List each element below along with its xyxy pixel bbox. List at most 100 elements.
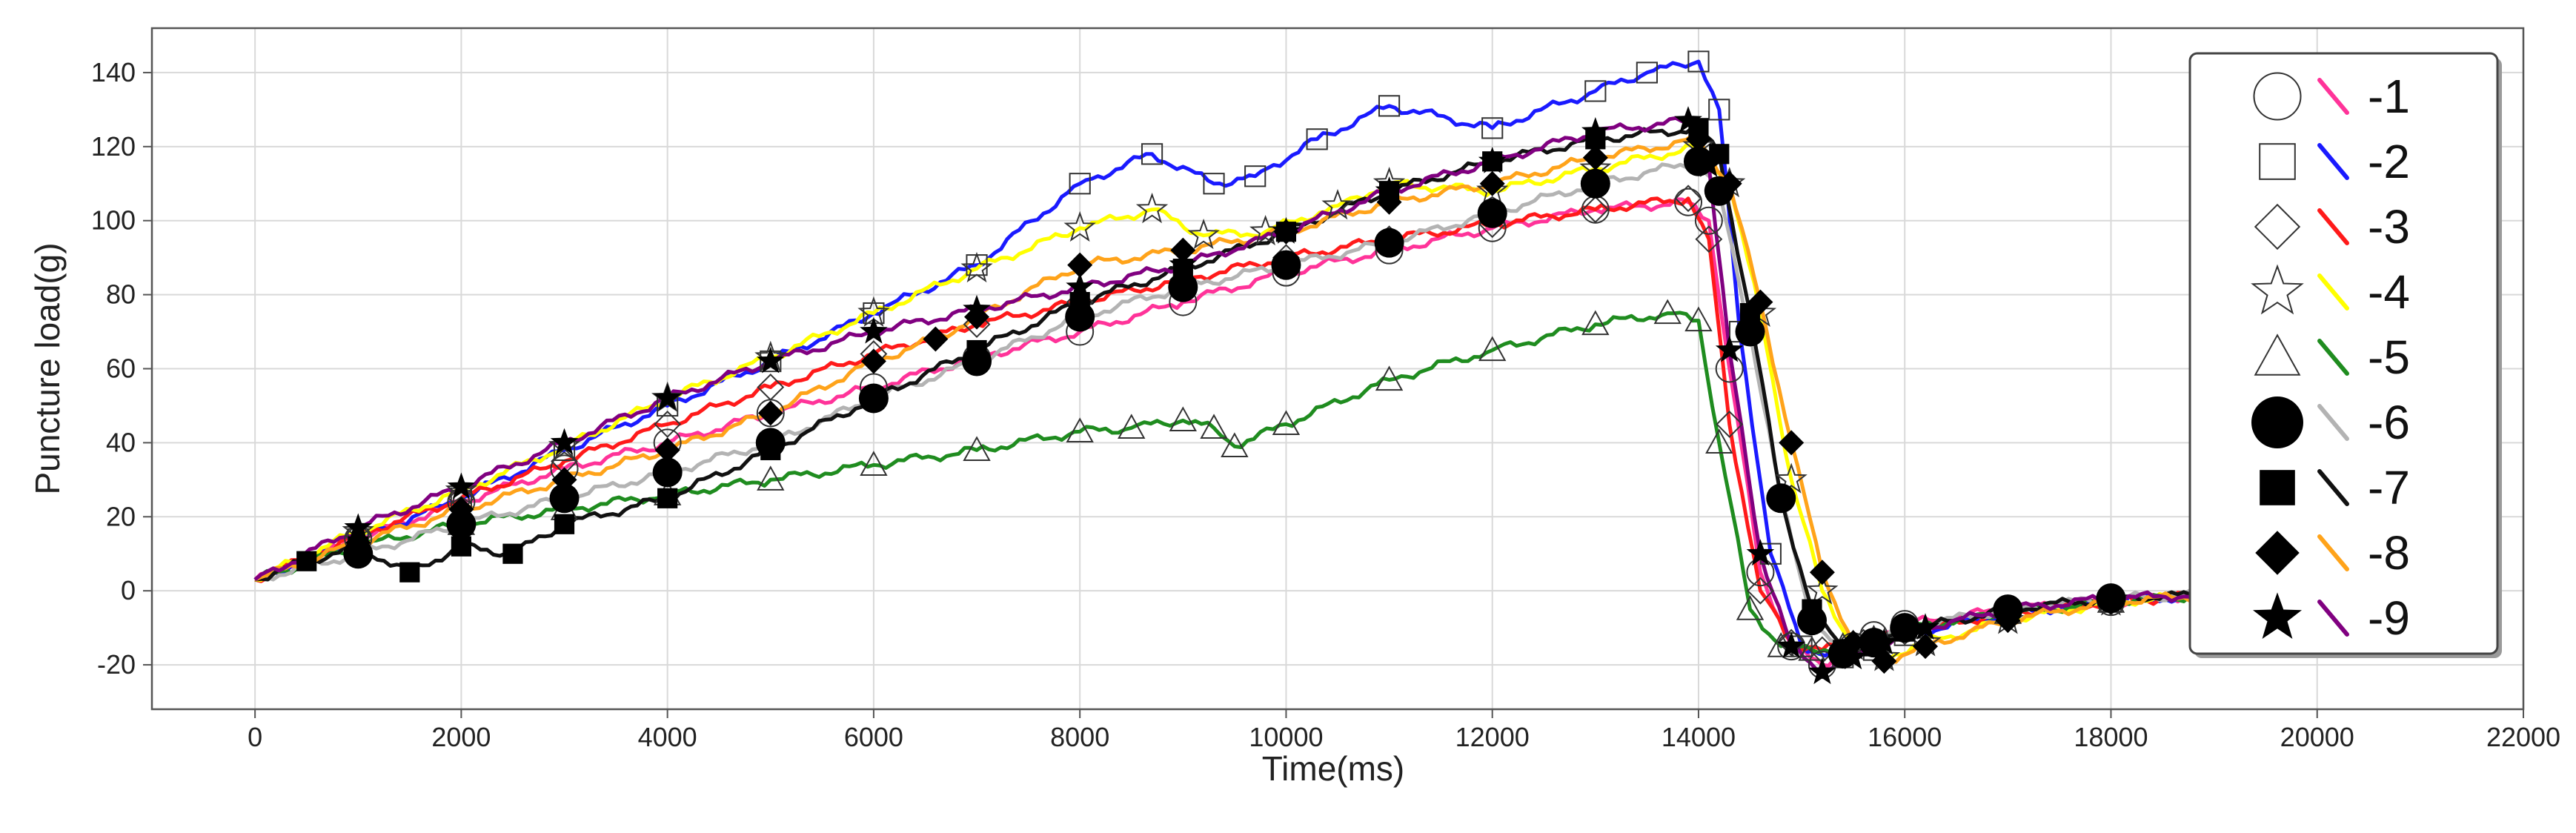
x-tick-label: 6000 — [844, 722, 903, 752]
series-9-marker — [1911, 613, 1939, 640]
series-8-marker — [923, 326, 949, 352]
x-tick-label: 0 — [248, 722, 262, 752]
series-7-marker — [657, 488, 678, 508]
series-6-marker — [1271, 250, 1301, 280]
series-8-marker — [1716, 170, 1742, 196]
legend-entry: -9 — [2253, 591, 2410, 645]
legend-marker — [2253, 72, 2302, 121]
series-2-marker — [1708, 99, 1730, 121]
series-5-marker — [1066, 417, 1094, 443]
y-tick-label: 40 — [106, 427, 136, 457]
series-9-marker — [1375, 176, 1404, 203]
legend-entry: -4 — [2251, 264, 2410, 319]
legend-line-swatch — [2317, 404, 2349, 441]
series-8-marker — [1747, 289, 1773, 315]
series-1-marker — [1674, 187, 1703, 216]
series-8-marker — [551, 467, 577, 493]
series-4-marker — [960, 251, 993, 283]
series-9-marker — [1581, 117, 1610, 144]
series-2-marker — [1141, 143, 1163, 165]
series-9-marker — [963, 294, 991, 322]
series-8-marker — [1170, 237, 1196, 263]
legend-marker — [2254, 333, 2301, 376]
legend-label: -6 — [2368, 396, 2410, 449]
series-8-marker — [757, 400, 783, 426]
series-3-marker — [1581, 196, 1610, 224]
series-3-marker — [1716, 411, 1744, 438]
legend-line-swatch — [2317, 600, 2349, 637]
series-3-marker — [654, 411, 682, 438]
y-tick-label: 140 — [91, 57, 136, 87]
series-4-marker — [1321, 188, 1354, 220]
series-8-marker — [860, 348, 886, 374]
series-6-marker — [1168, 272, 1198, 302]
legend-entry: -5 — [2254, 331, 2410, 384]
series-7-marker — [502, 543, 523, 564]
legend-label: -3 — [2368, 200, 2410, 253]
series-2-marker — [1069, 173, 1091, 195]
legend-marker — [2260, 470, 2295, 505]
legend: -1 -2 -3 -4 -5 -6 -7 -8 -9 — [2188, 52, 2502, 658]
legend-label: -5 — [2368, 331, 2410, 384]
y-axis-title: Puncture load(g) — [28, 242, 67, 494]
y-tick-label: 120 — [91, 131, 136, 162]
legend-entry: -7 — [2260, 461, 2410, 514]
series-9-marker — [757, 346, 785, 374]
series-9-marker — [860, 316, 888, 344]
series-2-marker — [1636, 62, 1658, 84]
series-7-marker — [1770, 488, 1791, 508]
series-9-marker — [344, 513, 373, 540]
x-tick-label: 4000 — [638, 722, 697, 752]
y-tick-label: 80 — [106, 279, 136, 310]
series-6-marker — [1374, 228, 1404, 258]
series-9-marker — [1808, 657, 1836, 685]
series-7-marker — [399, 562, 420, 583]
legend-line-swatch — [2317, 534, 2349, 571]
series-9-marker — [1272, 216, 1301, 244]
series-7-marker — [966, 339, 987, 361]
series-markers — [296, 50, 2231, 685]
x-tick-label: 2000 — [431, 722, 491, 752]
series-line-6 — [253, 159, 2215, 656]
legend-line-swatch — [2317, 469, 2349, 506]
series-4-marker — [1476, 174, 1509, 205]
x-tick-label: 8000 — [1050, 722, 1109, 752]
series-3-marker — [1695, 225, 1723, 253]
series-5-marker — [1221, 432, 1249, 457]
series-7-marker — [1802, 599, 1822, 620]
series-8-marker — [1871, 648, 1897, 674]
series-5-marker — [1375, 365, 1404, 391]
series-9-marker — [1674, 106, 1702, 133]
series-2-marker — [1687, 50, 1710, 73]
series-2-marker — [1244, 165, 1267, 187]
series-9-marker — [1169, 250, 1198, 277]
x-tick-label: 18000 — [2074, 722, 2148, 752]
series-6-marker — [1580, 168, 1610, 199]
legend-marker — [2253, 592, 2302, 639]
legend-marker — [2254, 203, 2301, 250]
series-3-marker — [1674, 185, 1702, 213]
series-4-marker — [1135, 192, 1169, 224]
series-6-marker — [1735, 316, 1765, 347]
series-2-marker — [1584, 80, 1607, 102]
legend-entry: -2 — [2259, 135, 2410, 188]
series-4-marker — [1775, 462, 1807, 494]
series-8-marker — [448, 497, 474, 522]
series-5-marker — [1169, 406, 1198, 432]
series-5-marker — [1272, 410, 1301, 436]
series-9-marker — [447, 472, 476, 500]
series-9-marker — [1839, 643, 1868, 670]
x-tick-label: 20000 — [2280, 722, 2354, 752]
series-9-marker — [550, 428, 579, 455]
legend-label: -2 — [2368, 135, 2410, 188]
series-8-marker — [654, 437, 680, 463]
y-tick-label: 100 — [91, 205, 136, 236]
series-9-marker — [1994, 594, 2022, 622]
series-9-marker — [1777, 631, 1805, 659]
series-8-marker — [1582, 145, 1608, 170]
series-7-marker — [451, 536, 471, 557]
legend-label: -7 — [2368, 461, 2410, 514]
series-2-marker — [1481, 117, 1504, 139]
legend-line-swatch — [2317, 78, 2349, 115]
series-6-marker — [1477, 198, 1507, 228]
